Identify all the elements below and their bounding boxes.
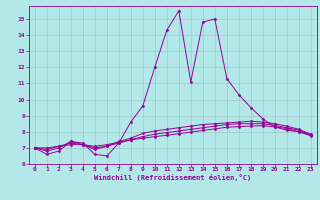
X-axis label: Windchill (Refroidissement éolien,°C): Windchill (Refroidissement éolien,°C) xyxy=(94,174,252,181)
